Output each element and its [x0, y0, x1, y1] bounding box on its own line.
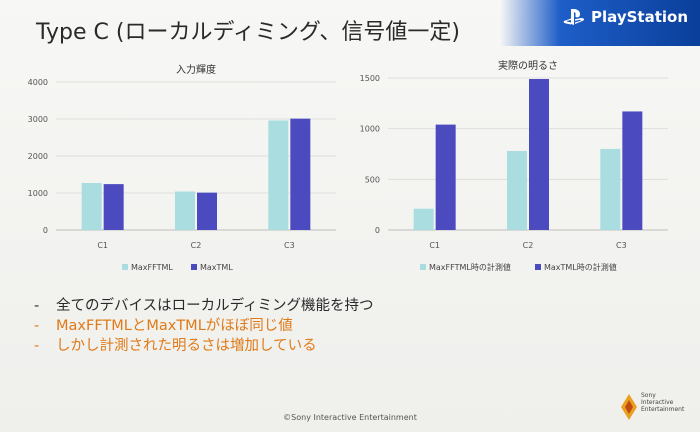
y-tick-label: 0	[375, 226, 380, 235]
y-tick-label: 3000	[28, 115, 48, 124]
y-tick-label: 1000	[360, 125, 380, 134]
legend-swatch	[535, 264, 541, 270]
bullet-item: - しかし計測された明るさは増加している	[34, 336, 374, 356]
y-tick-label: 500	[365, 175, 380, 184]
bar	[507, 150, 527, 230]
sie-mark-icon	[621, 394, 637, 420]
legend-label: MaxFFTML	[131, 263, 173, 272]
x-tick-label: C1	[429, 241, 440, 250]
chart-title: 入力輝度	[176, 63, 216, 76]
bar	[600, 148, 621, 230]
sie-logo: Sony Interactive Entertainment	[620, 392, 684, 422]
y-tick-label: 1500	[360, 74, 380, 83]
sie-text: Sony Interactive Entertainment	[641, 392, 684, 413]
chart-title: 実際の明るさ	[498, 59, 558, 72]
bar	[175, 191, 195, 230]
bar	[413, 208, 434, 230]
x-tick-label: C3	[616, 241, 627, 250]
legend-label: MaxTML時の計測値	[544, 262, 617, 272]
bar	[435, 124, 456, 230]
copyright-text: ©Sony Interactive Entertainment	[283, 413, 417, 422]
brand-banner: PlayStation	[500, 0, 700, 46]
bar	[81, 183, 102, 230]
bullet-text: MaxFFTMLとMaxTMLがほぼ同じ値	[56, 318, 293, 334]
legend-label: MaxTML	[200, 263, 233, 272]
bar	[268, 120, 289, 230]
bullet-dash: -	[34, 298, 40, 314]
legend-swatch	[420, 264, 426, 270]
bar	[103, 184, 124, 230]
x-tick-label: C2	[191, 241, 202, 250]
x-tick-label: C3	[284, 241, 295, 250]
y-tick-label: 0	[43, 226, 48, 235]
y-tick-label: 1000	[28, 189, 48, 198]
x-tick-label: C1	[97, 241, 108, 250]
bullet-item: - MaxFFTMLとMaxTMLがほぼ同じ値	[34, 316, 374, 336]
playstation-logo-icon	[563, 9, 585, 25]
legend-swatch	[122, 264, 128, 270]
legend-swatch	[191, 264, 197, 270]
bullet-text: 全てのデバイスはローカルディミング機能を持つ	[56, 298, 374, 314]
brand-name: PlayStation	[591, 8, 688, 26]
x-tick-label: C2	[523, 241, 534, 250]
bullet-dash: -	[34, 338, 40, 354]
bullet-item: - 全てのデバイスはローカルディミング機能を持つ	[34, 296, 374, 316]
sie-line: Entertainment	[641, 406, 685, 413]
slide-title: Type C (ローカルディミング、信号値一定)	[36, 20, 460, 45]
bar	[290, 118, 311, 230]
y-tick-label: 2000	[28, 152, 48, 161]
bullet-list: - 全てのデバイスはローカルディミング機能を持つ - MaxFFTMLとMaxT…	[34, 296, 374, 356]
bar	[529, 79, 549, 230]
bar	[197, 192, 217, 230]
bar	[622, 111, 643, 230]
legend-label: MaxFFTML時の計測値	[429, 262, 511, 272]
bullet-text: しかし計測された明るさは増加している	[56, 338, 317, 354]
y-tick-label: 4000	[28, 78, 48, 87]
bullet-dash: -	[34, 318, 40, 334]
sie-line: Sony	[641, 392, 656, 399]
sie-line: Interactive	[641, 399, 674, 406]
playstation-brand: PlayStation	[563, 8, 688, 26]
